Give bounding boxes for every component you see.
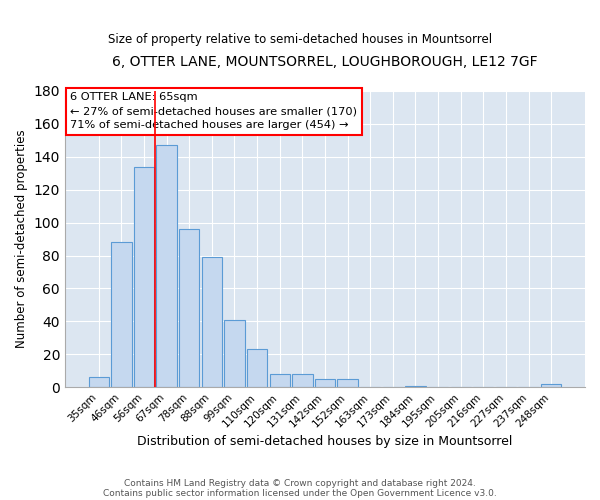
Bar [269, 374, 290, 387]
X-axis label: Distribution of semi-detached houses by size in Mountsorrel: Distribution of semi-detached houses by … [137, 434, 512, 448]
Text: Contains public sector information licensed under the Open Government Licence v3: Contains public sector information licen… [103, 488, 497, 498]
Text: Size of property relative to semi-detached houses in Mountsorrel: Size of property relative to semi-detach… [108, 32, 492, 46]
Bar [541, 384, 562, 387]
Bar [179, 229, 199, 387]
Title: 6, OTTER LANE, MOUNTSORREL, LOUGHBOROUGH, LE12 7GF: 6, OTTER LANE, MOUNTSORREL, LOUGHBOROUGH… [112, 55, 538, 69]
Bar [292, 374, 313, 387]
Text: 6 OTTER LANE: 65sqm
← 27% of semi-detached houses are smaller (170)
71% of semi-: 6 OTTER LANE: 65sqm ← 27% of semi-detach… [70, 92, 357, 130]
Bar [247, 350, 267, 387]
Bar [315, 379, 335, 387]
Text: Contains HM Land Registry data © Crown copyright and database right 2024.: Contains HM Land Registry data © Crown c… [124, 478, 476, 488]
Bar [202, 257, 222, 387]
Bar [111, 242, 131, 387]
Bar [405, 386, 425, 387]
Bar [224, 320, 245, 387]
Bar [134, 166, 154, 387]
Bar [337, 379, 358, 387]
Y-axis label: Number of semi-detached properties: Number of semi-detached properties [15, 130, 28, 348]
Bar [157, 146, 177, 387]
Bar [89, 378, 109, 387]
